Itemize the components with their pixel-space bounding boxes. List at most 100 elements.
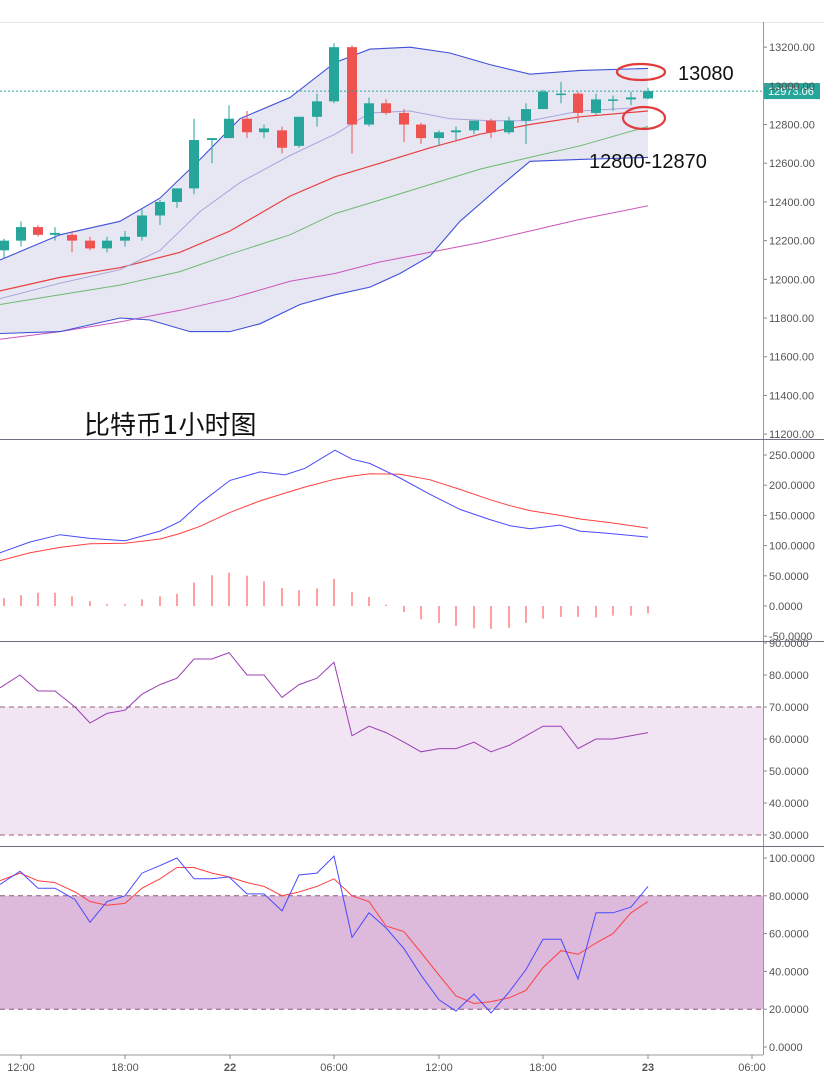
rsi-axis: 90.0000 80.0000 70.0000 60.0000 50.0000 40.00… — [763, 638, 809, 842]
candle-body — [155, 201, 165, 216]
candle — [347, 45, 357, 154]
rsi-band — [0, 707, 763, 835]
kdj-tick-label: 40.0000 — [769, 966, 809, 978]
candle — [312, 93, 322, 127]
macd-tick-label: 0.0000 — [769, 601, 803, 613]
macd-axis: 250.0000 200.0000 150.0000 100.0000 50.0000 0… — [763, 450, 815, 643]
price-tick-label: 11600.00 — [769, 352, 814, 364]
rsi-panel: 90.0000 80.0000 70.0000 60.0000 50.0000 40.00… — [0, 638, 809, 842]
candle-body — [294, 116, 304, 146]
candle-body — [50, 232, 60, 235]
candle — [573, 91, 583, 123]
candle-body — [416, 124, 426, 139]
candle — [416, 122, 426, 144]
candle-body — [277, 130, 287, 148]
rsi-tick-label: 70.0000 — [769, 702, 809, 714]
candle-body — [556, 93, 566, 96]
time-tick-label: 12:00 — [425, 1062, 453, 1074]
resistance-label: 13080 — [678, 63, 734, 85]
kdj-k-line — [0, 855, 649, 1014]
candle — [381, 99, 391, 115]
candle-body — [85, 240, 95, 249]
candle — [137, 209, 147, 241]
candle-body — [137, 215, 147, 237]
candle-body — [33, 227, 43, 235]
candle — [556, 81, 566, 104]
candle-body — [486, 120, 496, 133]
candle-body — [207, 138, 217, 141]
candle — [189, 118, 199, 195]
ma-purple-line — [0, 205, 649, 340]
macd-signal-line — [0, 473, 649, 562]
macd-tick-label: 100.0000 — [769, 541, 815, 553]
price-tick-label: 11800.00 — [769, 313, 814, 325]
time-tick-label: 12:00 — [7, 1062, 35, 1074]
candle-body — [451, 130, 461, 133]
kdj-d-line — [0, 867, 649, 1005]
candle — [172, 188, 182, 208]
rsi-tick-label: 40.0000 — [769, 798, 809, 810]
candle-body — [259, 128, 269, 133]
candle — [16, 221, 26, 247]
bollinger-band-fill — [0, 47, 648, 334]
macd-tick-label: 50.0000 — [769, 571, 809, 583]
price-panel: 12973.06 13200.00 13000.00 12800.00 12600.0… — [0, 42, 820, 441]
candle-body — [381, 103, 391, 113]
candle-body — [347, 47, 357, 125]
candle — [434, 130, 444, 146]
candle — [643, 87, 653, 100]
time-tick-label: 18:00 — [111, 1062, 139, 1074]
chart-title: 比特币1小时图 — [84, 411, 257, 441]
candle — [591, 93, 601, 115]
candle — [608, 95, 618, 112]
candle — [207, 138, 217, 164]
macd-tick-label: 250.0000 — [769, 450, 815, 462]
candle-body — [521, 109, 531, 121]
price-tick-label: 11400.00 — [769, 390, 814, 402]
candle-body — [573, 93, 583, 113]
candle-body — [189, 140, 199, 189]
kdj-tick-label: 80.0000 — [769, 891, 809, 903]
price-tick-label: 12200.00 — [769, 236, 815, 248]
candle-body — [504, 120, 514, 133]
rsi-tick-label: 60.0000 — [769, 734, 809, 746]
bollinger-lower-line — [0, 156, 649, 335]
candle-body — [434, 132, 444, 139]
candle-body — [224, 118, 234, 139]
candle-body — [312, 101, 322, 117]
candle-body — [643, 91, 653, 99]
panel-frame — [0, 22, 824, 1055]
kdj-tick-label: 100.0000 — [769, 853, 815, 865]
time-axis: 12:00 18:00 22 06:00 12:00 18:00 23 06:00 — [0, 1054, 766, 1074]
candle — [469, 120, 479, 135]
rsi-tick-label: 90.0000 — [769, 638, 809, 650]
kdj-panel: 100.0000 80.0000 60.0000 40.0000 20.0000 0.00… — [0, 853, 815, 1074]
candle — [33, 225, 43, 237]
candle — [277, 126, 287, 154]
kdj-tick-label: 0.0000 — [769, 1042, 803, 1054]
candle — [67, 230, 77, 253]
candle-body — [329, 47, 339, 102]
candle-body — [67, 234, 77, 241]
macd-tick-label: -50.0000 — [769, 631, 812, 643]
annotations: 13080 12800-12870 比特币1小时图 — [84, 62, 734, 441]
ma-red-line — [0, 110, 649, 292]
time-tick-label: 18:00 — [529, 1062, 557, 1074]
candle — [399, 109, 409, 142]
candle — [538, 89, 548, 110]
candle-body — [16, 227, 26, 241]
price-axis: 13200.00 13000.00 12800.00 12600.00 12400.00… — [763, 42, 815, 441]
candle — [0, 238, 9, 259]
candle — [120, 230, 130, 247]
time-tick-label: 06:00 — [320, 1062, 348, 1074]
candle-body — [364, 103, 374, 125]
time-tick-label: 06:00 — [738, 1062, 766, 1074]
candle — [50, 227, 60, 241]
candle — [294, 116, 304, 148]
candle-body — [242, 118, 252, 133]
kdj-axis: 100.0000 80.0000 60.0000 40.0000 20.0000 0.00… — [763, 853, 815, 1054]
price-tick-label: 11200.00 — [769, 429, 814, 441]
candle — [451, 126, 461, 141]
candle — [329, 43, 339, 104]
candle — [364, 97, 374, 127]
